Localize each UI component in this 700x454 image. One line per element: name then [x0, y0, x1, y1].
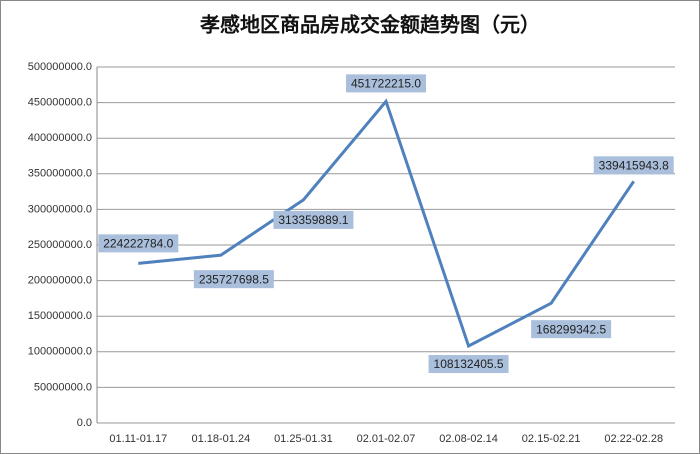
data-label: 451722215.0 [351, 77, 421, 91]
x-tick-label: 01.25-01.31 [274, 433, 333, 445]
x-tick-label: 02.15-02.21 [522, 433, 581, 445]
data-label-box [193, 270, 274, 289]
x-tick-label: 02.01-02.07 [357, 433, 416, 445]
x-tick-label: 02.08-02.14 [439, 433, 498, 445]
data-label-box [593, 156, 674, 175]
y-tick-label: 100000000.0 [28, 346, 92, 358]
y-tick-label: 300000000.0 [28, 203, 92, 215]
data-label-box [346, 74, 426, 93]
data-label-box [273, 210, 354, 229]
data-label: 235727698.5 [199, 272, 269, 286]
x-tick-label: 02.22-02.28 [604, 433, 663, 445]
x-tick-label: 01.18-01.24 [191, 433, 250, 445]
x-tick-label: 01.11-01.17 [109, 433, 167, 445]
data-label-box [428, 355, 509, 374]
chart-title: 孝感地区商品房成交金额趋势图（元） [199, 13, 540, 37]
y-tick-label: 500000000.0 [28, 61, 92, 73]
y-tick-label: 250000000.0 [28, 239, 92, 251]
line-series [138, 98, 635, 349]
data-label: 108132405.5 [434, 357, 504, 371]
y-tick-label: 50000000.0 [34, 381, 92, 393]
data-label-box [531, 320, 612, 339]
data-label: 224222784.0 [103, 237, 173, 251]
y-tick-label: 400000000.0 [28, 132, 92, 144]
data-label: 339415943.8 [599, 159, 669, 173]
y-tick-label: 0.0 [77, 417, 92, 429]
y-tick-label: 450000000.0 [28, 97, 92, 109]
y-tick-label: 150000000.0 [28, 310, 92, 322]
y-tick-label: 200000000.0 [28, 275, 92, 287]
data-label: 313359889.1 [278, 213, 348, 227]
y-tick-label: 350000000.0 [28, 168, 92, 180]
data-label-box [98, 234, 179, 253]
data-label: 168299342.5 [536, 322, 606, 336]
